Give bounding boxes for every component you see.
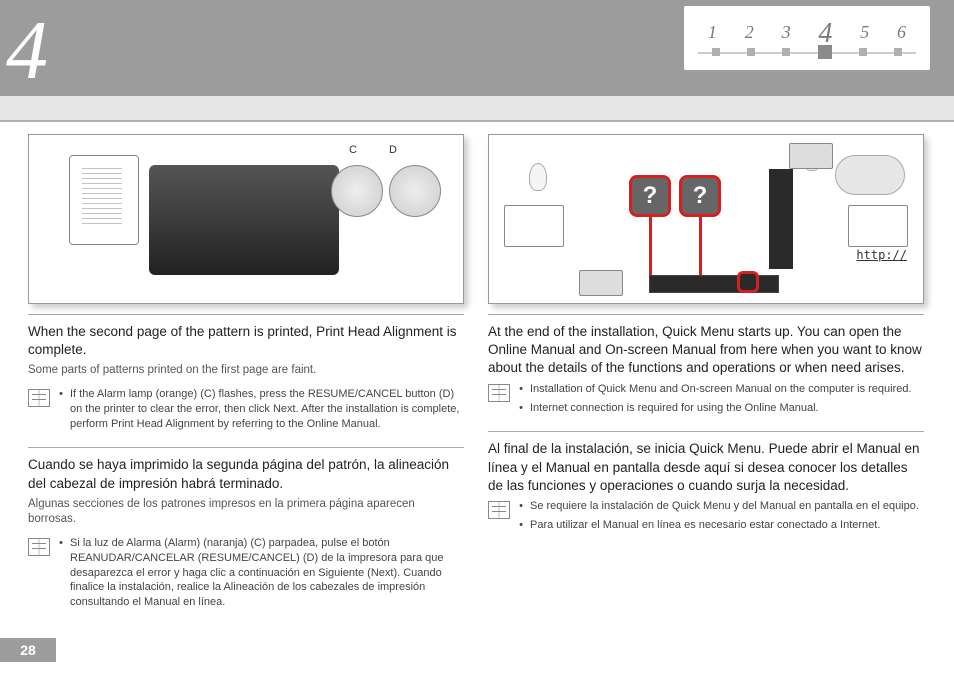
content-area: C D When the second page of the pattern … — [28, 134, 928, 626]
printer-icon — [149, 165, 339, 275]
divider — [28, 447, 464, 448]
en-main-text: When the second page of the pattern is p… — [28, 323, 464, 359]
progress-dot — [859, 48, 867, 56]
step-progress-box: 1 2 3 4 5 6 — [684, 6, 930, 70]
quick-menu-diagram: ? ? http:// — [499, 145, 913, 293]
en-main-text: At the end of the installation, Quick Me… — [488, 323, 924, 378]
es-main-text: Cuando se haya imprimido la segunda pági… — [28, 456, 464, 492]
step-numbers: 1 2 3 4 5 6 — [694, 14, 920, 46]
progress-dot — [894, 48, 902, 56]
step-num-3: 3 — [782, 22, 791, 43]
header-divider — [0, 96, 954, 122]
en-note-1: Installation of Quick Menu and On-screen… — [530, 382, 912, 397]
right-illustration: ? ? http:// — [488, 134, 924, 304]
divider — [488, 314, 924, 315]
en-note: •If the Alarm lamp (orange) (C) flashes,… — [28, 387, 464, 436]
es-note-2: Para utilizar el Manual en línea es nece… — [530, 518, 880, 533]
callout-d — [389, 165, 441, 217]
label-c: C — [349, 143, 357, 158]
divider — [488, 431, 924, 432]
es-note-1: Se requiere la instalación de Quick Menu… — [530, 499, 919, 514]
es-note: •Si la luz de Alarma (Alarm) (naranja) (… — [28, 536, 464, 614]
red-arrow-icon — [699, 217, 702, 275]
note-text: •Si la luz de Alarma (Alarm) (naranja) (… — [58, 536, 464, 614]
progress-dot — [747, 48, 755, 56]
es-note: •Se requiere la instalación de Quick Men… — [488, 499, 924, 537]
step-num-1: 1 — [708, 22, 717, 43]
es-sub-text: Algunas secciones de los patrones impres… — [28, 497, 464, 528]
progress-dot-current — [818, 45, 832, 59]
step-large-number: 4 — [6, 2, 48, 99]
cloud-icon — [835, 155, 905, 195]
help-callout-icon: ? — [629, 175, 671, 217]
note-text: •Installation of Quick Menu and On-scree… — [518, 382, 924, 420]
progress-dot — [782, 48, 790, 56]
divider — [28, 314, 464, 315]
quick-menu-highlight — [737, 271, 759, 293]
en-note-2: Internet connection is required for usin… — [530, 401, 819, 416]
step-num-2: 2 — [745, 22, 754, 43]
note-icon — [488, 501, 510, 519]
en-note-text: If the Alarm lamp (orange) (C) flashes, … — [70, 387, 464, 432]
step-num-6: 6 — [897, 22, 906, 43]
en-note: •Installation of Quick Menu and On-scree… — [488, 382, 924, 420]
progress-dot — [712, 48, 720, 56]
progress-dots — [698, 48, 916, 59]
note-text: •If the Alarm lamp (orange) (C) flashes,… — [58, 387, 464, 436]
red-arrow-icon — [649, 217, 652, 275]
paper-output-icon — [69, 155, 139, 245]
left-illustration: C D — [28, 134, 464, 304]
step-num-5: 5 — [860, 22, 869, 43]
note-icon — [28, 538, 50, 556]
right-column: ? ? http:// At the end of the installati… — [488, 134, 924, 626]
laptop-icon — [789, 143, 833, 169]
en-sub-text: Some parts of patterns printed on the fi… — [28, 363, 464, 379]
page-number: 28 — [0, 638, 56, 662]
label-d: D — [389, 143, 397, 158]
callout-c — [331, 165, 383, 217]
header-bar: 4 1 2 3 4 5 6 — [0, 0, 954, 96]
laptop-icon — [579, 270, 623, 296]
left-column: C D When the second page of the pattern … — [28, 134, 464, 626]
note-icon — [488, 384, 510, 402]
book-icon — [848, 205, 908, 247]
es-main-text: Al final de la instalación, se inicia Qu… — [488, 440, 924, 495]
help-callout-icon: ? — [679, 175, 721, 217]
note-text: •Se requiere la instalación de Quick Men… — [518, 499, 924, 537]
http-label: http:// — [856, 247, 907, 263]
note-icon — [28, 389, 50, 407]
quick-menu-panel — [769, 169, 793, 269]
book-icon — [504, 205, 564, 247]
lightbulb-icon — [529, 163, 547, 191]
es-note-text: Si la luz de Alarma (Alarm) (naranja) (C… — [70, 536, 464, 610]
quick-menu-bar — [649, 275, 779, 293]
progress-line — [698, 52, 916, 54]
